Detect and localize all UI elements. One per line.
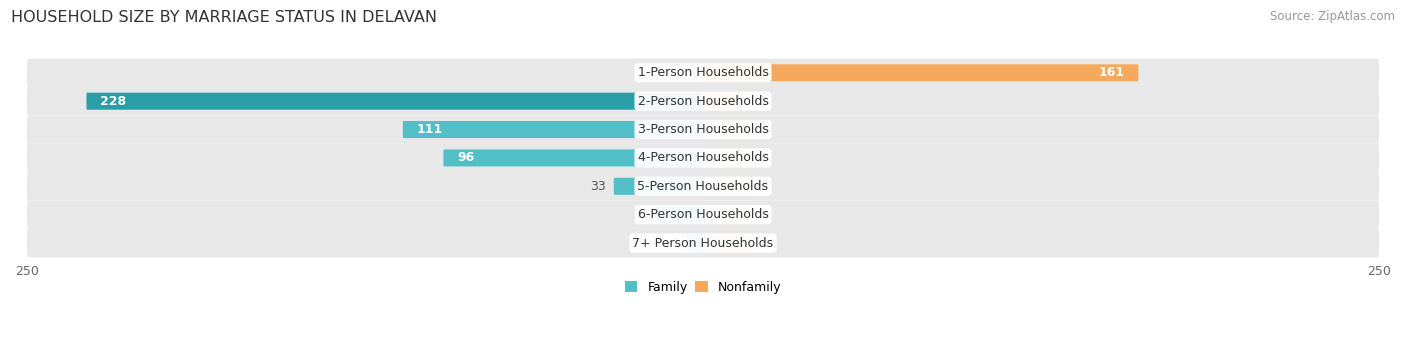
Text: 3-Person Households: 3-Person Households: [637, 123, 769, 136]
Text: 0: 0: [759, 180, 768, 193]
FancyBboxPatch shape: [27, 144, 1379, 172]
Text: 96: 96: [457, 151, 474, 165]
Text: 111: 111: [416, 123, 443, 136]
Text: 0: 0: [759, 151, 768, 165]
FancyBboxPatch shape: [27, 201, 1379, 229]
FancyBboxPatch shape: [703, 121, 752, 138]
FancyBboxPatch shape: [703, 64, 1139, 81]
Text: 0: 0: [759, 123, 768, 136]
Text: 4-Person Households: 4-Person Households: [637, 151, 769, 165]
FancyBboxPatch shape: [27, 172, 1379, 201]
Text: Source: ZipAtlas.com: Source: ZipAtlas.com: [1270, 10, 1395, 23]
FancyBboxPatch shape: [404, 121, 703, 138]
FancyBboxPatch shape: [27, 115, 1379, 144]
Text: 161: 161: [1098, 66, 1125, 79]
FancyBboxPatch shape: [703, 206, 752, 223]
FancyBboxPatch shape: [657, 206, 703, 223]
FancyBboxPatch shape: [703, 93, 744, 110]
FancyBboxPatch shape: [27, 87, 1379, 115]
FancyBboxPatch shape: [703, 149, 752, 167]
Legend: Family, Nonfamily: Family, Nonfamily: [620, 276, 786, 299]
FancyBboxPatch shape: [614, 178, 703, 195]
Text: 15: 15: [752, 95, 768, 108]
FancyBboxPatch shape: [703, 178, 752, 195]
FancyBboxPatch shape: [686, 235, 703, 252]
Text: 0: 0: [759, 208, 768, 221]
Text: 5-Person Households: 5-Person Households: [637, 180, 769, 193]
Text: 7+ Person Households: 7+ Person Households: [633, 237, 773, 250]
Text: 6: 6: [671, 237, 679, 250]
Text: HOUSEHOLD SIZE BY MARRIAGE STATUS IN DELAVAN: HOUSEHOLD SIZE BY MARRIAGE STATUS IN DEL…: [11, 10, 437, 25]
Text: 2-Person Households: 2-Person Households: [637, 95, 769, 108]
Text: 17: 17: [633, 208, 650, 221]
Text: 33: 33: [591, 180, 606, 193]
FancyBboxPatch shape: [27, 58, 1379, 87]
FancyBboxPatch shape: [443, 149, 703, 167]
Text: 6-Person Households: 6-Person Households: [637, 208, 769, 221]
Text: 1-Person Households: 1-Person Households: [637, 66, 769, 79]
FancyBboxPatch shape: [86, 93, 703, 110]
Text: 0: 0: [759, 237, 768, 250]
Text: 228: 228: [100, 95, 127, 108]
FancyBboxPatch shape: [27, 229, 1379, 257]
FancyBboxPatch shape: [703, 235, 752, 252]
